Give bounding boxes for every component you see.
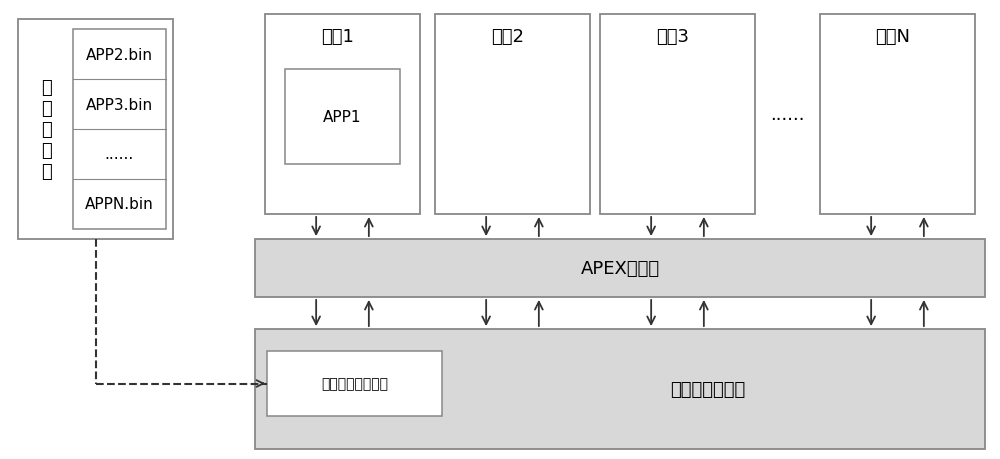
Bar — [285, 70, 400, 165]
Bar — [265, 15, 420, 214]
Text: APP3.bin: APP3.bin — [86, 97, 153, 112]
Bar — [600, 15, 755, 214]
Text: 多分区应用加载器: 多分区应用加载器 — [321, 377, 388, 391]
Text: 分区2: 分区2 — [491, 28, 524, 46]
Bar — [267, 351, 442, 416]
Text: ......: ...... — [770, 106, 805, 124]
Bar — [820, 15, 975, 214]
Text: 分区1: 分区1 — [321, 28, 354, 46]
Text: 核心操作系统层: 核心操作系统层 — [670, 380, 745, 398]
Text: ......: ...... — [105, 147, 134, 162]
Text: APP1: APP1 — [323, 110, 362, 125]
Text: 分区N: 分区N — [875, 28, 910, 46]
Text: APEX接口层: APEX接口层 — [580, 259, 660, 277]
Text: 分区3: 分区3 — [656, 28, 689, 46]
Bar — [255, 240, 985, 297]
Bar — [255, 329, 985, 449]
Text: APP2.bin: APP2.bin — [86, 47, 153, 62]
Text: 外
部
存
储
器: 外 部 存 储 器 — [41, 79, 51, 180]
Bar — [18, 20, 173, 240]
Bar — [435, 15, 590, 214]
Bar — [73, 30, 166, 230]
Text: APPN.bin: APPN.bin — [85, 197, 154, 212]
